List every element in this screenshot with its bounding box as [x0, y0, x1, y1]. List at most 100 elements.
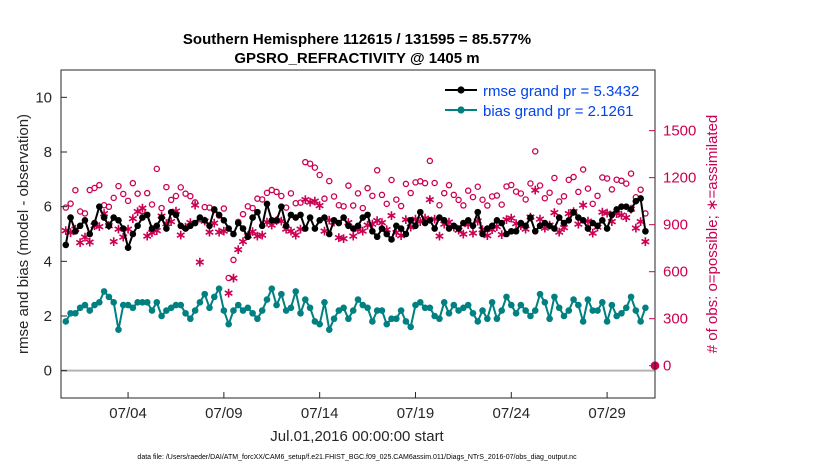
- possible-obs-point: [397, 202, 405, 210]
- rmse-point: [436, 214, 443, 221]
- rmse-point: [536, 222, 544, 230]
- bias-point: [340, 304, 347, 312]
- bias-point: [158, 312, 165, 320]
- bias-point: [244, 304, 252, 312]
- rmse-point: [507, 227, 515, 235]
- possible-obs-point: [623, 180, 630, 187]
- bias-point: [594, 307, 601, 314]
- possible-obs-point: [421, 179, 429, 187]
- assimilated-obs-point: ∗: [256, 227, 268, 243]
- rmse-point: [134, 222, 141, 230]
- possible-obs-point: [187, 192, 194, 200]
- chart-title-line1: Southern Hemisphere 112615 / 131595 = 85…: [183, 31, 531, 48]
- possible-obs-point: [81, 210, 89, 217]
- bias-point: [177, 301, 185, 309]
- rmse-point: [254, 208, 261, 216]
- rmse-point: [493, 217, 501, 224]
- possible-obs-point: [258, 196, 266, 203]
- assimilated-obs-point: ∗: [371, 212, 383, 228]
- rmse-point: [187, 222, 194, 230]
- assimilated-obs-point: ∗: [285, 223, 297, 239]
- bias-point: [254, 315, 261, 323]
- rmse-point: [340, 214, 347, 221]
- rmse-point: [349, 225, 357, 232]
- assimilated-obs-point: ∗: [438, 216, 450, 232]
- possible-obs-point: [167, 196, 175, 204]
- rmse-point: [402, 230, 410, 238]
- rmse-point: [512, 227, 520, 235]
- bias-point: [86, 307, 94, 314]
- rmse-point: [364, 211, 371, 219]
- possible-obs-point: [143, 189, 151, 197]
- possible-obs-point: [584, 185, 592, 192]
- rmse-point: [589, 219, 597, 227]
- assimilated-obs-point: ∗: [347, 227, 359, 243]
- bias-point: [464, 301, 472, 309]
- bias-point: [297, 309, 304, 317]
- assimilated-obs-point: ∗: [161, 215, 173, 231]
- rmse-point: [584, 225, 592, 232]
- bias-point: [81, 301, 89, 309]
- bias-point: [187, 315, 194, 323]
- rmse-point: [263, 200, 271, 208]
- assimilated-obs-point: ∗: [472, 212, 484, 228]
- rmse-point: [306, 214, 314, 221]
- bias-point: [163, 307, 170, 314]
- possible-obs-point: [182, 190, 189, 197]
- legend-bias-label: bias grand pr = 2.1261: [483, 103, 634, 120]
- bias-point: [579, 318, 587, 325]
- possible-obs-point: [493, 192, 501, 199]
- assimilated-obs-point: ∗: [606, 213, 618, 229]
- assimilated-obs-point: ∗: [60, 222, 72, 238]
- possible-obs-point: [546, 189, 553, 196]
- bias-point: [268, 285, 276, 292]
- assimilated-obs-point: ∗: [184, 214, 196, 230]
- rmse-point: [618, 203, 625, 210]
- assimilated-obs-point: ∗: [319, 223, 331, 239]
- rmse-point: [527, 214, 534, 221]
- bias-point: [72, 309, 79, 317]
- possible-obs-point: [354, 190, 362, 197]
- bias-point: [426, 304, 434, 312]
- bias-point: [249, 309, 256, 317]
- rmse-point: [613, 206, 620, 213]
- y2-tick-label: 300: [663, 311, 688, 328]
- rmse-point: [124, 244, 132, 251]
- rmse-point: [62, 241, 70, 249]
- bias-point: [124, 301, 132, 309]
- bias-point: [129, 304, 137, 312]
- rmse-point: [579, 217, 587, 224]
- assimilated-obs-point: ∗: [539, 220, 551, 236]
- rmse-point: [575, 214, 582, 221]
- possible-obs-point: [579, 166, 587, 173]
- bias-point: [273, 301, 280, 309]
- possible-obs-point: [359, 204, 367, 212]
- x-tick-label: 07/24: [493, 405, 531, 422]
- rmse-point: [201, 217, 209, 224]
- assimilated-obs-point: ∗: [620, 209, 632, 225]
- bias-point: [316, 320, 323, 328]
- rmse-point: [81, 217, 89, 224]
- possible-obs-point: [239, 210, 247, 218]
- rmse-point: [517, 219, 525, 227]
- assimilated-obs-point: ∗: [390, 224, 402, 240]
- rmse-point: [143, 211, 151, 219]
- possible-obs-point: [220, 205, 228, 212]
- assimilated-obs-point: ∗: [419, 209, 431, 225]
- bias-point: [546, 315, 553, 323]
- rmse-point: [76, 222, 84, 230]
- rmse-point: [268, 217, 276, 224]
- possible-obs-point: [364, 184, 371, 192]
- bias-point: [110, 299, 117, 306]
- legend: rmse grand pr = 5.3432 bias grand pr = 2…: [440, 76, 650, 120]
- rmse-point: [191, 219, 199, 227]
- possible-obs-point: [536, 182, 544, 189]
- x-axis-label: Jul.01,2016 00:00:00 start: [270, 428, 444, 445]
- assimilated-obs-point: ∗: [304, 194, 316, 210]
- rmse-point: [632, 197, 640, 205]
- rmse-point: [67, 214, 74, 221]
- bias-point: [105, 293, 113, 301]
- assimilated-obs-point: ∗: [630, 219, 642, 235]
- assimilated-obs-point: ∗: [93, 218, 105, 234]
- assimilated-obs-point: ∗: [117, 228, 129, 244]
